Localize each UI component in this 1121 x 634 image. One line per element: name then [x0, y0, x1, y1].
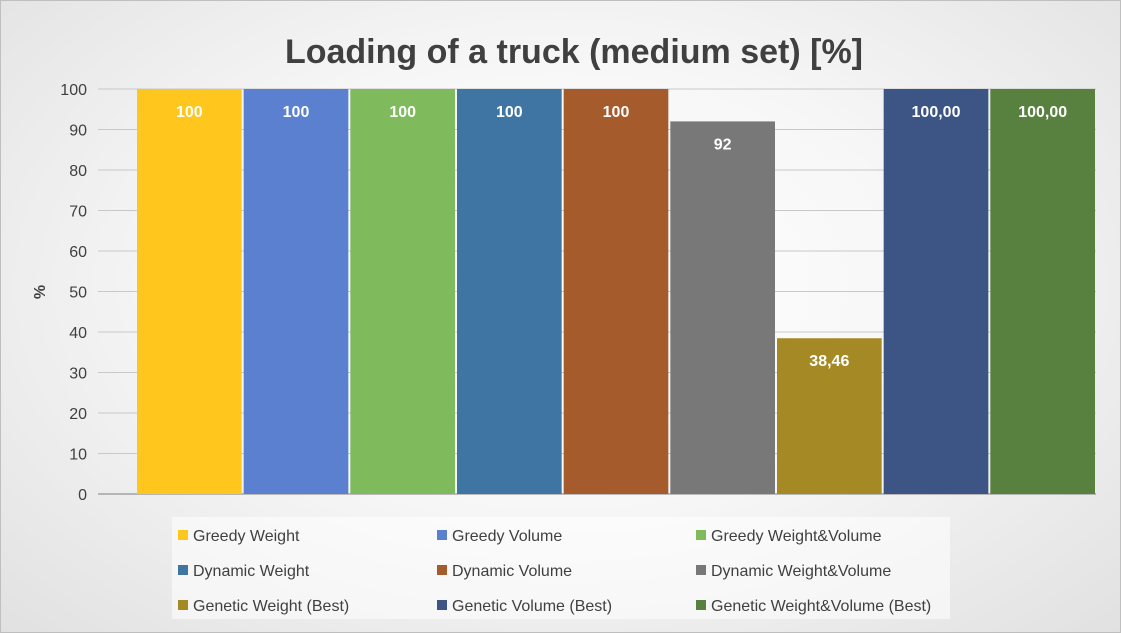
y-axis-label: %: [32, 285, 49, 299]
bar: [670, 121, 775, 495]
legend-swatch: [178, 530, 188, 540]
bar: [777, 338, 882, 494]
legend-label: Genetic Weight (Best): [193, 598, 349, 615]
data-label: 100: [496, 104, 523, 121]
legend-swatch: [437, 530, 447, 540]
y-tick-label: 20: [69, 406, 87, 423]
bar: [883, 89, 989, 494]
y-tick-label: 30: [69, 366, 87, 383]
data-labels: 100 100 100 100 100 92 38,46 100,00 100,00: [176, 104, 1067, 370]
legend-label: Dynamic Volume: [452, 563, 572, 580]
y-tick-label: 60: [69, 244, 87, 261]
legend-swatch: [178, 565, 188, 575]
bar: [457, 89, 562, 494]
legend-label: Genetic Volume (Best): [452, 598, 612, 615]
legend-label: Dynamic Weight&Volume: [711, 563, 891, 580]
legend: Greedy Weight Greedy Volume Greedy Weight&…: [178, 528, 931, 615]
legend-swatch: [696, 530, 706, 540]
legend-label: Dynamic Weight: [193, 563, 310, 580]
bar: [350, 89, 455, 494]
legend-label: Genetic Weight&Volume (Best): [711, 598, 931, 615]
y-tick-label: 90: [69, 123, 87, 140]
legend-swatch: [696, 565, 706, 575]
legend-label: Greedy Weight&Volume: [711, 528, 882, 545]
chart-title: Loading of a truck (medium set) [%]: [285, 33, 863, 71]
legend-label: Greedy Weight: [193, 528, 300, 545]
y-tick-label: 0: [78, 487, 87, 504]
y-tick-label: 50: [69, 285, 87, 302]
bars: [137, 89, 1095, 495]
data-label: 100: [389, 104, 416, 121]
y-axis-ticks: 0 10 20 30 40 50 60 70 80 90 100: [60, 82, 87, 504]
data-label: 100: [283, 104, 310, 121]
bar: [990, 89, 1095, 494]
legend-background: [172, 517, 950, 619]
legend-swatch: [437, 600, 447, 610]
data-label: 38,46: [809, 353, 849, 370]
legend-swatch: [696, 600, 706, 610]
y-tick-label: 100: [60, 82, 87, 99]
bar: [137, 89, 242, 494]
y-tick-label: 80: [69, 163, 87, 180]
legend-label: Greedy Volume: [452, 528, 562, 545]
y-tick-label: 40: [69, 325, 87, 342]
data-label: 100: [176, 104, 203, 121]
data-label: 92: [714, 136, 732, 153]
data-label: 100: [603, 104, 630, 121]
bar: [243, 89, 349, 494]
legend-swatch: [178, 600, 188, 610]
bar: [563, 89, 669, 494]
data-label: 100,00: [912, 104, 961, 121]
data-label: 100,00: [1018, 104, 1067, 121]
y-tick-label: 10: [69, 447, 87, 464]
y-tick-label: 70: [69, 204, 87, 221]
legend-swatch: [437, 565, 447, 575]
